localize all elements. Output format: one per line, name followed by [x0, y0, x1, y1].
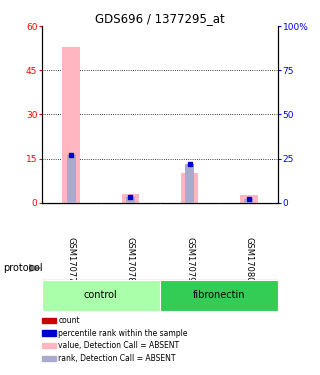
Bar	[240, 195, 258, 203]
Text: GSM17078: GSM17078	[126, 237, 135, 283]
Bar	[42, 318, 56, 323]
Text: GSM17077: GSM17077	[67, 237, 76, 283]
Bar	[185, 164, 194, 203]
Text: percentile rank within the sample: percentile rank within the sample	[58, 328, 188, 338]
Text: protocol: protocol	[3, 263, 43, 273]
Bar	[181, 173, 198, 203]
Text: rank, Detection Call = ABSENT: rank, Detection Call = ABSENT	[58, 354, 176, 363]
Text: count: count	[58, 316, 80, 325]
Bar	[67, 155, 76, 203]
Bar	[62, 47, 80, 203]
Bar	[160, 280, 278, 311]
Text: GSM17080: GSM17080	[244, 237, 253, 283]
Text: fibronectin: fibronectin	[193, 290, 245, 300]
Bar	[42, 330, 56, 336]
Bar	[42, 343, 56, 348]
Bar	[42, 356, 56, 361]
Bar	[244, 199, 253, 203]
Text: GSM17079: GSM17079	[185, 237, 194, 283]
Title: GDS696 / 1377295_at: GDS696 / 1377295_at	[95, 12, 225, 25]
Text: value, Detection Call = ABSENT: value, Detection Call = ABSENT	[58, 341, 179, 350]
Bar	[122, 194, 139, 203]
Polygon shape	[29, 264, 42, 272]
Bar	[126, 197, 135, 203]
Bar	[42, 280, 160, 311]
Text: control: control	[84, 290, 118, 300]
